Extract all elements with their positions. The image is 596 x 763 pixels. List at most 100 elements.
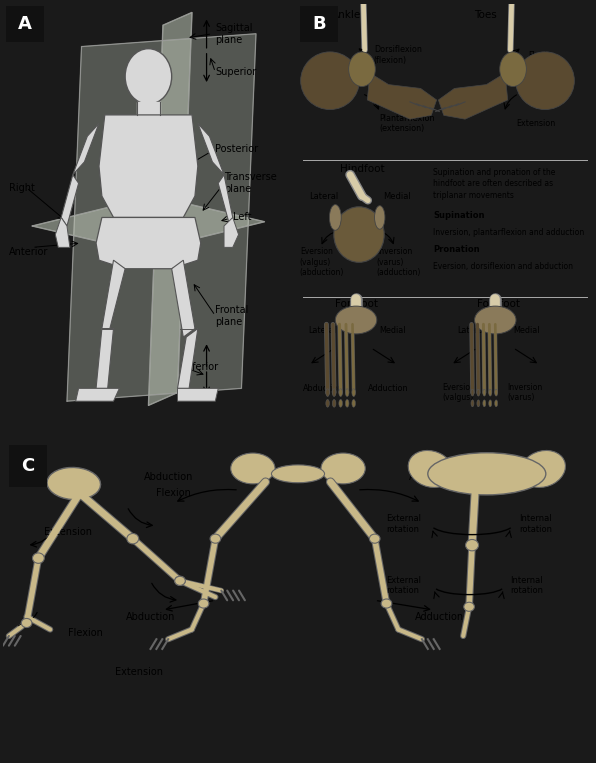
Text: Dorsiflexion
(flexion): Dorsiflexion (flexion) — [374, 45, 422, 65]
Text: Ankle: Ankle — [333, 10, 362, 21]
Text: Eversion
(valgus): Eversion (valgus) — [442, 383, 475, 402]
Ellipse shape — [352, 400, 355, 407]
Text: External
rotation: External rotation — [386, 576, 421, 595]
Text: Superior: Superior — [215, 67, 256, 77]
Text: Internal
rotation: Internal rotation — [510, 576, 544, 595]
Ellipse shape — [231, 453, 275, 484]
Ellipse shape — [477, 389, 480, 396]
Ellipse shape — [381, 599, 392, 608]
Text: Anterior: Anterior — [9, 246, 48, 256]
Ellipse shape — [175, 576, 185, 585]
Ellipse shape — [370, 534, 380, 543]
Ellipse shape — [346, 400, 349, 407]
Text: External
rotation: External rotation — [386, 514, 421, 534]
Polygon shape — [136, 102, 160, 115]
Text: Eversion
(valgus)
(abduction): Eversion (valgus) (abduction) — [300, 247, 344, 277]
Ellipse shape — [408, 450, 454, 488]
Ellipse shape — [127, 533, 139, 544]
Ellipse shape — [330, 204, 342, 230]
Ellipse shape — [471, 389, 474, 396]
Text: Inversion
(varus)
(adduction): Inversion (varus) (adduction) — [377, 247, 421, 277]
Polygon shape — [102, 260, 125, 337]
Text: Abduction: Abduction — [126, 611, 175, 622]
Polygon shape — [218, 175, 233, 226]
Polygon shape — [73, 124, 99, 175]
Bar — [9, 445, 47, 487]
Polygon shape — [172, 260, 195, 337]
Polygon shape — [55, 217, 70, 247]
Ellipse shape — [300, 52, 359, 110]
Text: Inferior: Inferior — [184, 362, 218, 372]
Text: Adduction: Adduction — [415, 611, 464, 622]
Text: Adduction: Adduction — [368, 384, 408, 393]
Text: Flexion: Flexion — [528, 50, 557, 60]
Polygon shape — [96, 217, 201, 269]
Text: Posterior: Posterior — [215, 144, 259, 154]
Text: Hindfoot: Hindfoot — [340, 164, 384, 174]
Text: Internal
rotation: Internal rotation — [519, 514, 552, 534]
Polygon shape — [67, 34, 256, 401]
Polygon shape — [224, 217, 238, 247]
Ellipse shape — [326, 389, 330, 397]
Text: Inversion
(varus): Inversion (varus) — [507, 383, 542, 402]
Polygon shape — [76, 388, 119, 401]
Ellipse shape — [47, 468, 101, 500]
Ellipse shape — [483, 389, 486, 396]
Ellipse shape — [333, 389, 336, 397]
Polygon shape — [96, 329, 113, 388]
Ellipse shape — [32, 553, 44, 563]
Ellipse shape — [495, 400, 498, 407]
Text: Extension: Extension — [516, 119, 555, 128]
Polygon shape — [439, 73, 508, 119]
Ellipse shape — [477, 400, 480, 407]
Ellipse shape — [489, 389, 492, 396]
Text: Extension: Extension — [115, 667, 163, 677]
Polygon shape — [61, 175, 79, 226]
Text: Abduction: Abduction — [303, 384, 343, 393]
Ellipse shape — [21, 619, 32, 627]
Ellipse shape — [210, 534, 221, 543]
Text: Medial: Medial — [380, 327, 406, 335]
Ellipse shape — [374, 206, 385, 229]
Polygon shape — [178, 329, 198, 388]
Ellipse shape — [520, 450, 566, 488]
Ellipse shape — [125, 49, 172, 105]
Ellipse shape — [175, 576, 185, 585]
Ellipse shape — [321, 453, 365, 484]
Polygon shape — [32, 196, 265, 252]
Polygon shape — [178, 388, 218, 401]
Text: Eversion, dorsiflexion and abduction: Eversion, dorsiflexion and abduction — [433, 262, 573, 272]
Text: Forefoot: Forefoot — [334, 298, 377, 309]
Text: C: C — [21, 457, 35, 475]
Polygon shape — [367, 73, 437, 119]
Ellipse shape — [465, 539, 479, 551]
Ellipse shape — [339, 400, 343, 407]
Text: Right: Right — [9, 182, 35, 192]
Ellipse shape — [334, 207, 384, 262]
Bar — [6, 6, 44, 42]
Text: Pronation: Pronation — [433, 245, 480, 254]
Bar — [300, 6, 339, 42]
Polygon shape — [198, 124, 224, 175]
Text: Adduction: Adduction — [409, 472, 458, 482]
Text: Supination and pronation of the
hindfoot are often described as
triplanar moveme: Supination and pronation of the hindfoot… — [433, 169, 555, 199]
Ellipse shape — [349, 52, 375, 86]
Ellipse shape — [474, 306, 516, 334]
Ellipse shape — [499, 52, 526, 86]
Text: Lateral: Lateral — [457, 327, 485, 335]
Text: Inversion, plantarflexion and adduction: Inversion, plantarflexion and adduction — [433, 228, 584, 237]
Ellipse shape — [352, 389, 355, 397]
Ellipse shape — [483, 400, 486, 407]
Text: Forefoot: Forefoot — [477, 298, 520, 309]
Text: Lateral: Lateral — [309, 327, 337, 335]
Text: Medial: Medial — [383, 192, 411, 201]
Text: Abduction: Abduction — [144, 472, 193, 482]
Text: Frontal
plane: Frontal plane — [215, 305, 249, 327]
Text: A: A — [18, 15, 32, 33]
Ellipse shape — [198, 599, 209, 608]
Ellipse shape — [333, 400, 336, 407]
Ellipse shape — [489, 400, 492, 407]
Ellipse shape — [346, 389, 349, 397]
Text: Extension: Extension — [44, 527, 92, 537]
Text: Left: Left — [233, 212, 252, 223]
